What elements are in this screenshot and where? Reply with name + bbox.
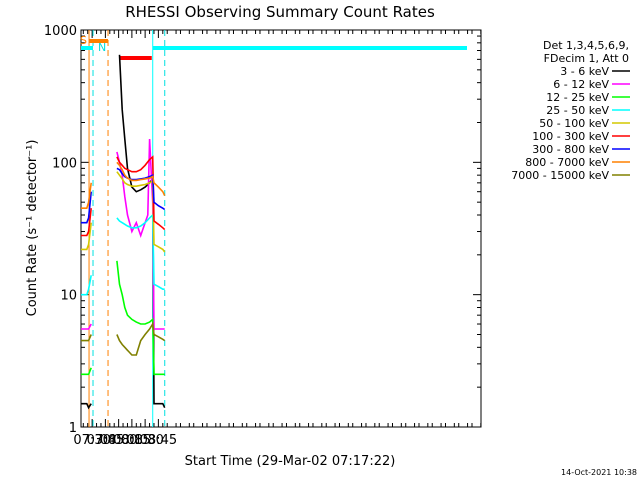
y-tick-label: 100 [52, 156, 77, 171]
legend-entry-label: 300 - 800 keV [532, 143, 609, 156]
footer-timestamp: 14-Oct-2021 10:38 [561, 468, 637, 477]
x-tick-label: 07:45 [87, 433, 124, 448]
y-tick-label: 1 [69, 421, 77, 436]
legend-entry-label: 6 - 12 keV [553, 78, 609, 91]
event-markers: SN [80, 30, 467, 427]
legend-header-line: Det 1,3,4,5,6,9, [543, 39, 629, 52]
x-tick-label: 07:30 [73, 433, 110, 448]
series-line-4 [81, 213, 165, 296]
plot-frame [80, 29, 482, 428]
legend-header-line: FDecim 1, Att 0 [544, 52, 629, 65]
legend-entry-label: 7000 - 15000 keV [511, 169, 609, 182]
legend-entry-label: 3 - 6 keV [560, 65, 609, 78]
y-axis-label: Count Rate (s⁻¹ detector⁻¹) [25, 140, 40, 317]
x-tick-label: 08:45 [140, 433, 177, 448]
x-tick-label: 08:00 [100, 433, 137, 448]
series-line-9 [81, 321, 166, 356]
night-label: N [98, 41, 106, 54]
legend-entry-label: 25 - 50 keV [546, 104, 609, 117]
legend-entry-label: 50 - 100 keV [539, 117, 609, 130]
x-tick-label: 08:15 [113, 433, 150, 448]
legend-entry-label: 12 - 25 keV [546, 91, 609, 104]
series-line-8 [81, 161, 166, 209]
saa-label: S [80, 34, 87, 47]
x-axis-label: Start Time (29-Mar-02 07:17:22) [185, 454, 396, 469]
series-line-3 [81, 260, 165, 376]
series-line-5 [81, 171, 166, 253]
y-tick-label: 1000 [44, 24, 77, 39]
legend-entry-label: 100 - 300 keV [532, 130, 609, 143]
chart-title: RHESSI Observing Summary Count Rates [125, 3, 435, 21]
series-line-6 [81, 155, 166, 237]
y-axis-ticks: 1 10 100 1000 [44, 24, 481, 436]
series-line-2 [81, 138, 165, 330]
legend: Det 1,3,4,5,6,9,FDecim 1, Att 03 - 6 keV… [511, 39, 630, 182]
series-line-1 [81, 54, 166, 410]
series-lines [81, 54, 166, 410]
y-tick-label: 10 [60, 289, 77, 304]
x-tick-label: 08:30 [126, 433, 163, 448]
legend-entry-label: 800 - 7000 keV [525, 156, 609, 169]
